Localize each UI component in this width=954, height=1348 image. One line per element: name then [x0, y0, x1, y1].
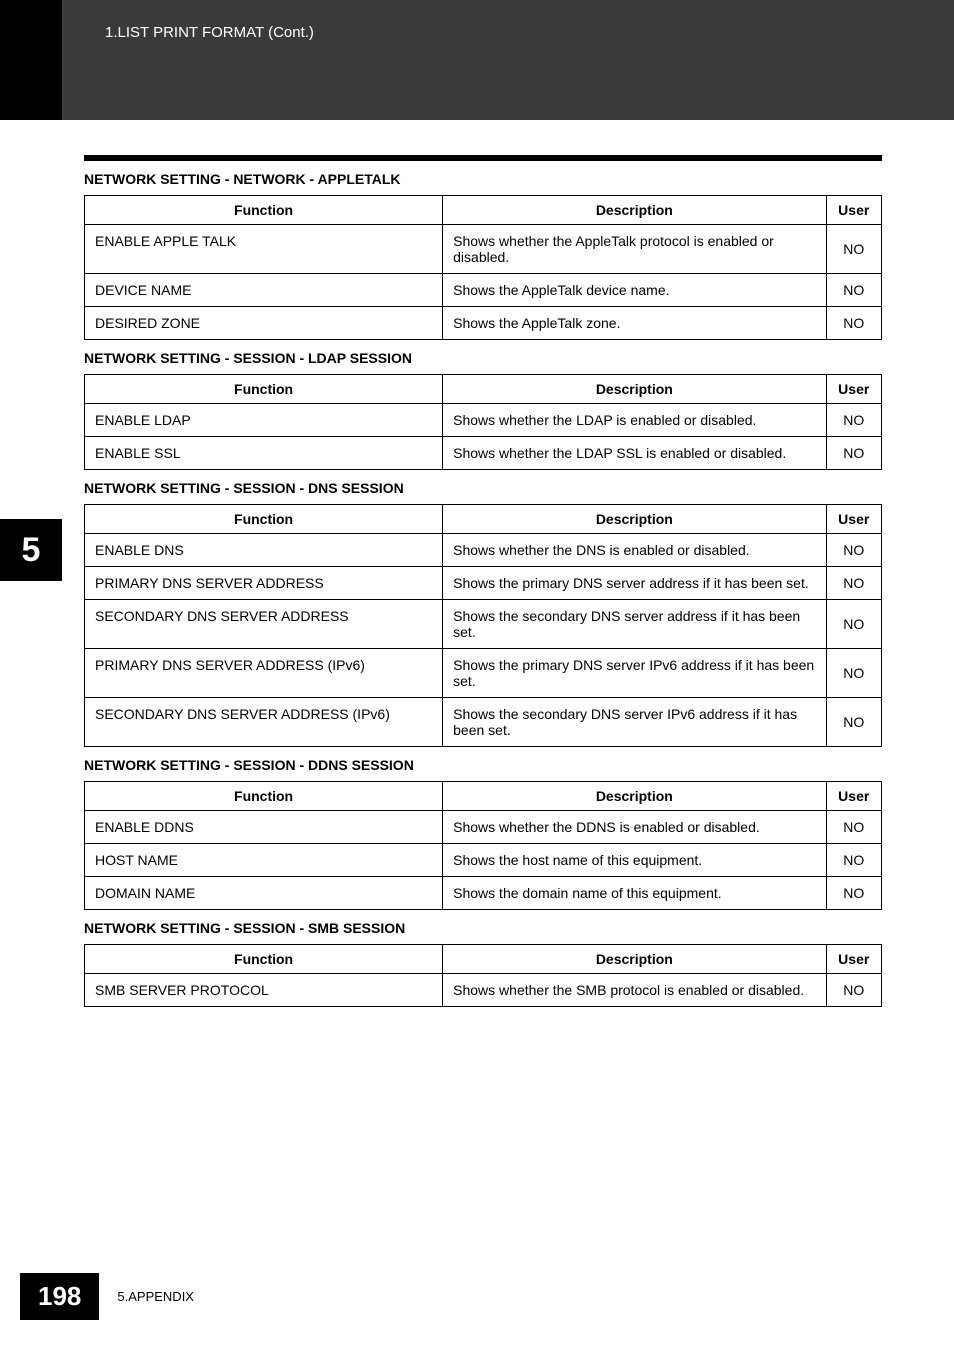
- cell-function: ENABLE DNS: [85, 534, 443, 567]
- cell-description: Shows the primary DNS server IPv6 addres…: [443, 649, 826, 698]
- header-breadcrumb: 1.LIST PRINT FORMAT (Cont.): [105, 24, 314, 41]
- chapter-tab: 5: [0, 519, 62, 581]
- table-row: SECONDARY DNS SERVER ADDRESS Shows the s…: [85, 600, 882, 649]
- section-title-ldap: NETWORK SETTING - SESSION - LDAP SESSION: [84, 350, 882, 366]
- th-description: Description: [443, 196, 826, 225]
- cell-description: Shows the AppleTalk device name.: [443, 274, 826, 307]
- cell-user: NO: [826, 534, 882, 567]
- cell-function: SECONDARY DNS SERVER ADDRESS: [85, 600, 443, 649]
- cell-description: Shows whether the DDNS is enabled or dis…: [443, 811, 826, 844]
- cell-function: SECONDARY DNS SERVER ADDRESS (IPv6): [85, 698, 443, 747]
- cell-user: NO: [826, 225, 882, 274]
- cell-user: NO: [826, 649, 882, 698]
- th-function: Function: [85, 196, 443, 225]
- content-area: NETWORK SETTING - NETWORK - APPLETALK Fu…: [84, 155, 882, 1017]
- cell-description: Shows whether the LDAP is enabled or dis…: [443, 404, 826, 437]
- section-title-ddns: NETWORK SETTING - SESSION - DDNS SESSION: [84, 757, 882, 773]
- cell-user: NO: [826, 567, 882, 600]
- table-smb: Function Description User SMB SERVER PRO…: [84, 944, 882, 1007]
- cell-description: Shows the domain name of this equipment.: [443, 877, 826, 910]
- cell-function: ENABLE SSL: [85, 437, 443, 470]
- table-row: SMB SERVER PROTOCOL Shows whether the SM…: [85, 974, 882, 1007]
- table-ddns: Function Description User ENABLE DDNS Sh…: [84, 781, 882, 910]
- th-user: User: [826, 945, 882, 974]
- table-ldap: Function Description User ENABLE LDAP Sh…: [84, 374, 882, 470]
- cell-user: NO: [826, 307, 882, 340]
- table-row: DEVICE NAME Shows the AppleTalk device n…: [85, 274, 882, 307]
- section-title-dns: NETWORK SETTING - SESSION - DNS SESSION: [84, 480, 882, 496]
- footer-label: 5.APPENDIX: [117, 1289, 194, 1304]
- table-row: ENABLE APPLE TALK Shows whether the Appl…: [85, 225, 882, 274]
- table-row: DOMAIN NAME Shows the domain name of thi…: [85, 877, 882, 910]
- header-bar: 1.LIST PRINT FORMAT (Cont.): [0, 0, 954, 120]
- cell-function: DESIRED ZONE: [85, 307, 443, 340]
- table-header-row: Function Description User: [85, 375, 882, 404]
- cell-function: ENABLE APPLE TALK: [85, 225, 443, 274]
- table-header-row: Function Description User: [85, 945, 882, 974]
- cell-user: NO: [826, 844, 882, 877]
- cell-function: HOST NAME: [85, 844, 443, 877]
- cell-user: NO: [826, 698, 882, 747]
- cell-function: ENABLE DDNS: [85, 811, 443, 844]
- table-row: ENABLE SSL Shows whether the LDAP SSL is…: [85, 437, 882, 470]
- cell-description: Shows whether the SMB protocol is enable…: [443, 974, 826, 1007]
- cell-description: Shows whether the LDAP SSL is enabled or…: [443, 437, 826, 470]
- cell-description: Shows the host name of this equipment.: [443, 844, 826, 877]
- cell-user: NO: [826, 404, 882, 437]
- table-row: SECONDARY DNS SERVER ADDRESS (IPv6) Show…: [85, 698, 882, 747]
- cell-user: NO: [826, 274, 882, 307]
- table-appletalk: Function Description User ENABLE APPLE T…: [84, 195, 882, 340]
- th-function: Function: [85, 782, 443, 811]
- top-rule: [84, 155, 882, 161]
- cell-function: DEVICE NAME: [85, 274, 443, 307]
- table-row: PRIMARY DNS SERVER ADDRESS Shows the pri…: [85, 567, 882, 600]
- th-description: Description: [443, 375, 826, 404]
- table-row: PRIMARY DNS SERVER ADDRESS (IPv6) Shows …: [85, 649, 882, 698]
- table-header-row: Function Description User: [85, 196, 882, 225]
- table-row: HOST NAME Shows the host name of this eq…: [85, 844, 882, 877]
- table-row: ENABLE LDAP Shows whether the LDAP is en…: [85, 404, 882, 437]
- th-user: User: [826, 505, 882, 534]
- cell-function: DOMAIN NAME: [85, 877, 443, 910]
- section-title-appletalk: NETWORK SETTING - NETWORK - APPLETALK: [84, 171, 882, 187]
- page-number: 198: [20, 1273, 99, 1320]
- cell-user: NO: [826, 974, 882, 1007]
- th-function: Function: [85, 375, 443, 404]
- cell-description: Shows the AppleTalk zone.: [443, 307, 826, 340]
- table-header-row: Function Description User: [85, 505, 882, 534]
- th-user: User: [826, 782, 882, 811]
- footer: 198 5.APPENDIX: [0, 1273, 954, 1320]
- table-dns: Function Description User ENABLE DNS Sho…: [84, 504, 882, 747]
- cell-function: SMB SERVER PROTOCOL: [85, 974, 443, 1007]
- cell-description: Shows the secondary DNS server address i…: [443, 600, 826, 649]
- table-row: DESIRED ZONE Shows the AppleTalk zone. N…: [85, 307, 882, 340]
- table-header-row: Function Description User: [85, 782, 882, 811]
- th-user: User: [826, 375, 882, 404]
- cell-description: Shows whether the DNS is enabled or disa…: [443, 534, 826, 567]
- th-description: Description: [443, 782, 826, 811]
- section-title-smb: NETWORK SETTING - SESSION - SMB SESSION: [84, 920, 882, 936]
- th-description: Description: [443, 945, 826, 974]
- cell-function: PRIMARY DNS SERVER ADDRESS: [85, 567, 443, 600]
- th-description: Description: [443, 505, 826, 534]
- th-function: Function: [85, 505, 443, 534]
- cell-user: NO: [826, 811, 882, 844]
- table-row: ENABLE DDNS Shows whether the DDNS is en…: [85, 811, 882, 844]
- cell-description: Shows the primary DNS server address if …: [443, 567, 826, 600]
- th-user: User: [826, 196, 882, 225]
- cell-user: NO: [826, 877, 882, 910]
- cell-description: Shows the secondary DNS server IPv6 addr…: [443, 698, 826, 747]
- cell-description: Shows whether the AppleTalk protocol is …: [443, 225, 826, 274]
- cell-function: ENABLE LDAP: [85, 404, 443, 437]
- cell-user: NO: [826, 600, 882, 649]
- cell-function: PRIMARY DNS SERVER ADDRESS (IPv6): [85, 649, 443, 698]
- cell-user: NO: [826, 437, 882, 470]
- table-row: ENABLE DNS Shows whether the DNS is enab…: [85, 534, 882, 567]
- th-function: Function: [85, 945, 443, 974]
